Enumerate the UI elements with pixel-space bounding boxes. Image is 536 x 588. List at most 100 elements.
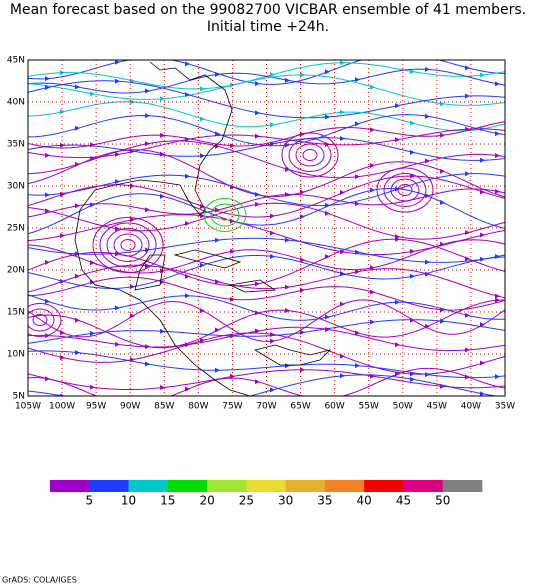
streamline-arrow [145,361,150,367]
streamline-arrow [300,329,305,335]
credit: GrADS: COLA/IGES [2,576,77,585]
streamline-arrow [200,116,205,122]
streamline-arrow [160,193,165,199]
lon-label: 70W [256,402,276,412]
vortex-streamline [92,217,164,273]
streamline-arrow [255,133,260,139]
streamline-arrow [370,127,375,133]
streamline-arrow [325,69,330,75]
streamline-arrow [410,273,415,279]
streamline-arrow [480,157,485,163]
streamline-arrow [215,327,220,333]
streamline-arrow [200,203,205,209]
colorbar-label: 25 [239,494,254,508]
streamline-arrow [285,166,290,172]
streamline-arrow [115,341,120,347]
lat-label: 45N [7,56,25,66]
lat-label: 40N [7,98,25,108]
title-line-1: Mean forecast based on the 99082700 VICB… [10,2,526,18]
lat-label: 10N [7,350,25,360]
streamline-arrow [160,385,165,391]
streamline-arrow [410,120,415,126]
colorbar-label: 15 [160,494,175,508]
vortex-streamline [390,178,420,202]
streamline [28,80,505,119]
streamline-arrow [200,262,205,268]
streamline-arrow [60,393,65,396]
streamline-arrow [440,200,445,206]
streamline-arrow [185,136,190,142]
coastline [74,61,251,396]
streamline-arrow [255,379,260,385]
lon-label: 50W [393,402,413,412]
streamline-arrow [200,213,205,219]
lon-label: 95W [86,402,106,412]
streamline-arrow [325,254,330,260]
streamline-arrow [370,163,375,169]
streamline-arrow [75,125,80,131]
streamline-arrow [355,330,360,336]
streamline-arrow [465,374,470,380]
streamline-arrow [300,257,305,263]
streamline-arrow [45,208,50,214]
streamline-arrow [495,374,500,380]
streamline-arrow [75,273,80,279]
streamline-arrow [370,289,375,295]
streamline-arrow [145,263,150,269]
colorbar-box [89,480,129,492]
lon-label: 35W [495,402,515,412]
colorbar-box [50,480,90,492]
overlay: 105W 100W 95W 90W 85W 80W 75W 70W 65W 60W 55W 50W 45… [7,56,515,508]
streamline-arrow [185,173,190,179]
streamline-arrow [425,66,430,72]
lon-label: 55W [359,402,379,412]
streamline-arrow [270,213,275,219]
streamline-arrow [495,131,500,137]
streamline [28,121,505,149]
coastline [228,279,277,293]
streamline-arrow [145,88,150,94]
streamline [28,254,505,289]
streamline-arrow [340,60,345,66]
lat-label: 30N [7,182,25,192]
streamline-arrow [465,347,470,353]
streamline [28,238,505,287]
streamline-arrow [90,156,95,162]
streamline-arrow [340,135,345,141]
streamline-arrow [145,141,150,147]
colorbar-box [246,480,286,492]
lon-label: 105W [15,402,41,412]
colorbar-box [442,480,483,492]
streamline-arrow [425,259,430,265]
lon-label: 40W [461,402,481,412]
lat-label: 25N [7,224,25,234]
colorbar-box [364,480,404,492]
streamline-arrow [495,297,500,303]
streamline-arrow [355,201,360,207]
streamline-arrow [285,237,290,243]
colorbar-label: 45 [396,494,411,508]
streamline-arrow [355,174,360,180]
colorbar-label: 5 [85,494,93,508]
streamline-arrow [200,308,205,314]
streamline-arrow [255,281,260,287]
streamline-arrow [185,220,190,226]
streamline-arrow [60,142,65,148]
lat-label: 5N [13,392,25,402]
streamline-arrow [480,256,485,262]
streamline-arrow [340,109,345,115]
lon-label: 65W [290,402,310,412]
colorbar-label: 50 [435,494,450,508]
streamline-arrow [160,151,165,157]
streamline-arrow [185,61,190,67]
streamline-arrow [325,395,326,396]
lon-label: 45W [427,402,447,412]
streamline-arrow [370,265,375,271]
streamline-arrow [370,319,375,325]
streamline-arrow [90,91,95,97]
streamline-arrow [130,284,135,290]
streamline-arrow [115,305,120,311]
streamline-arrow [255,201,260,207]
streamline-arrow [130,313,135,319]
streamline-arrow [75,317,80,323]
